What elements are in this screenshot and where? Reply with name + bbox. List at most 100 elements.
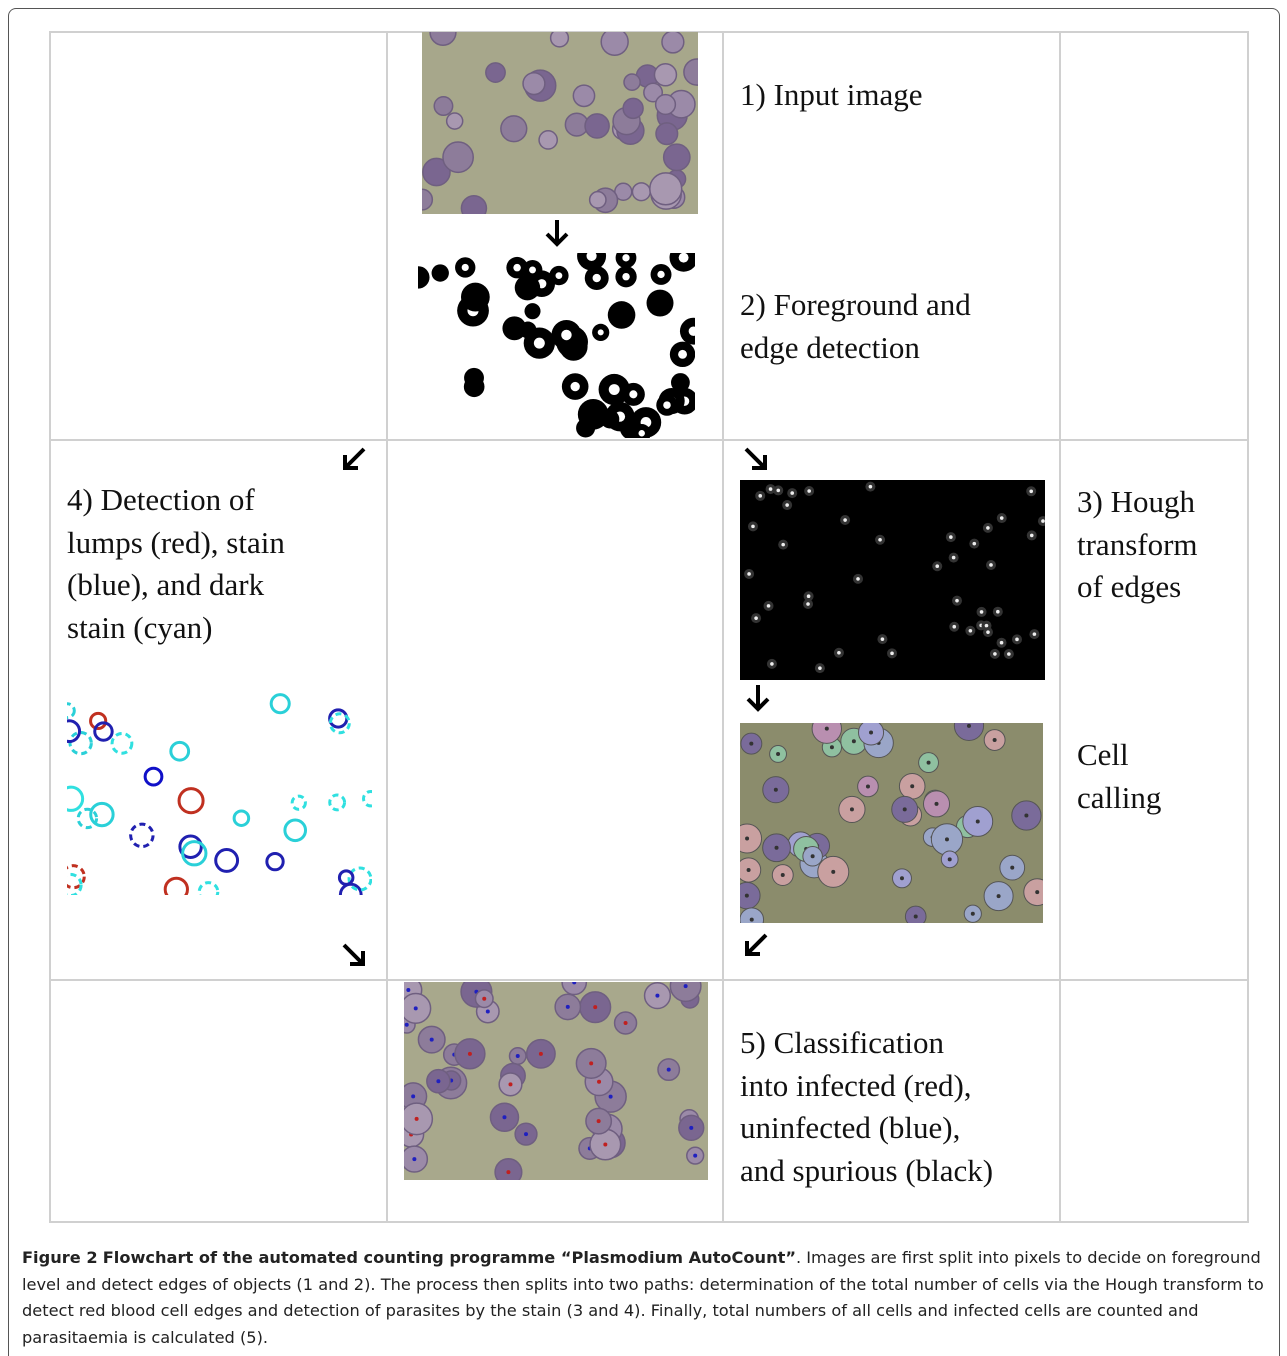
step-label: 3) Hough transform of edges <box>1077 481 1198 609</box>
image-detail <box>555 272 563 279</box>
image-detail <box>76 807 99 830</box>
caption-label: Figure 2 <box>22 1248 98 1267</box>
image-detail <box>460 195 488 214</box>
image-detail <box>404 1022 409 1027</box>
image-detail <box>622 254 630 262</box>
image-detail <box>790 491 795 495</box>
step-label: 5) Classification into infected (red), uni… <box>740 1022 993 1192</box>
image-detail <box>643 82 664 103</box>
image-detail <box>337 869 355 886</box>
image-detail <box>570 381 580 392</box>
image-detail <box>549 32 570 48</box>
image-detail <box>214 848 240 873</box>
image-detail <box>952 624 957 629</box>
image-detail <box>740 907 765 923</box>
image-detail <box>607 301 636 329</box>
step-label-line: stain (cyan) <box>67 609 213 645</box>
image-detail <box>414 1116 419 1121</box>
image-detail <box>774 845 779 850</box>
grid-line <box>722 31 724 1223</box>
image-detail <box>89 801 115 828</box>
image-detail <box>975 819 980 824</box>
image-detail <box>596 1119 601 1124</box>
image-detail <box>347 866 372 892</box>
step-label-line: into infected (red), <box>740 1067 972 1103</box>
image-detail <box>811 723 843 744</box>
image-detail <box>584 113 610 139</box>
image-detail <box>646 289 674 317</box>
image-detail <box>67 702 76 720</box>
image-detail <box>589 1061 594 1066</box>
step-label: 2) Foreground and edge detection <box>740 284 971 369</box>
image-detail <box>485 62 506 83</box>
image-detail <box>586 253 597 262</box>
image-detail <box>513 263 521 272</box>
image-detail <box>996 609 1000 614</box>
image-detail <box>1035 890 1040 895</box>
image-detail <box>740 480 1045 680</box>
image-detail <box>593 1005 598 1010</box>
image-detail <box>576 418 596 438</box>
grid-line <box>49 1221 1249 1223</box>
image-detail <box>163 876 189 895</box>
image-detail <box>232 809 251 827</box>
image-detail <box>654 93 677 116</box>
grid-line <box>386 31 388 1223</box>
arrow-down-left <box>343 447 366 470</box>
caption-text: . Images are first split into pixels to … <box>22 1248 1264 1347</box>
image-detail <box>467 1051 472 1056</box>
step-label-line: edge detection <box>740 329 920 365</box>
image-detail <box>67 872 83 895</box>
classification-image <box>404 982 708 1180</box>
image-detail <box>514 274 541 301</box>
image-detail <box>169 740 191 762</box>
image-detail <box>986 630 990 634</box>
image-detail <box>683 984 688 989</box>
image-detail <box>422 157 451 187</box>
step-label-line: 2) Foreground and <box>740 287 971 322</box>
image-detail <box>436 1079 441 1084</box>
image-detail <box>561 982 588 996</box>
image-detail <box>949 535 953 539</box>
image-detail <box>67 685 372 895</box>
image-detail <box>768 487 773 491</box>
image-detail <box>529 266 536 274</box>
image-detail <box>776 488 781 493</box>
image-detail <box>999 516 1004 520</box>
step-label-line: calling <box>1077 779 1162 815</box>
image-detail <box>522 71 546 96</box>
image-detail <box>663 401 671 409</box>
image-detail <box>494 1158 523 1180</box>
image-detail <box>678 349 687 359</box>
image-detail <box>902 807 907 812</box>
image-detail <box>623 73 641 91</box>
step-label-line: 5) Classification <box>740 1025 945 1060</box>
image-detail <box>572 982 577 985</box>
arrow-down <box>545 220 569 247</box>
image-detail <box>878 537 882 542</box>
grid-line <box>49 31 51 1223</box>
image-detail <box>623 1021 628 1026</box>
image-detail <box>926 760 931 765</box>
image-detail <box>1029 533 1034 538</box>
image-detail <box>653 63 678 87</box>
image-detail <box>829 745 834 750</box>
image-detail <box>970 911 975 916</box>
image-detail <box>747 572 751 576</box>
image-detail <box>856 577 860 581</box>
image-detail <box>269 693 291 715</box>
image-detail <box>868 484 873 489</box>
image-detail <box>649 172 683 206</box>
arrow-down-left <box>745 933 768 956</box>
image-detail <box>745 836 750 841</box>
image-detail <box>577 253 607 271</box>
image-detail <box>429 32 457 46</box>
image-detail <box>890 651 894 656</box>
image-detail <box>678 253 689 263</box>
image-detail <box>1007 652 1011 656</box>
image-detail <box>996 894 1001 899</box>
image-detail <box>851 739 856 744</box>
image-detail <box>806 594 811 599</box>
image-detail <box>955 598 959 603</box>
image-detail <box>972 541 977 546</box>
